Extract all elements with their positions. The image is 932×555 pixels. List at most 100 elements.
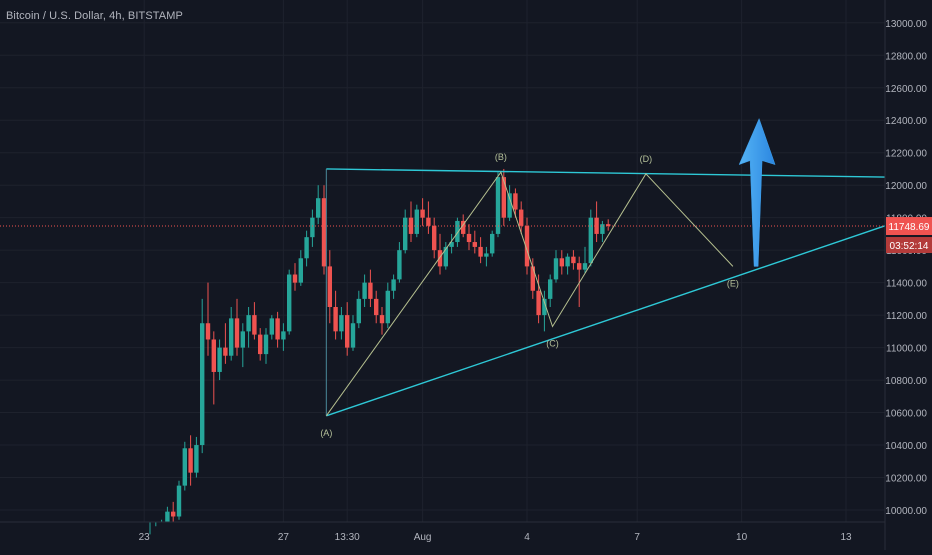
candle-body: [420, 209, 425, 218]
y-tick-label: 13000.00: [885, 19, 927, 30]
x-tick-label: 10: [736, 532, 748, 543]
candle-body: [200, 323, 205, 446]
candle-body: [397, 250, 402, 280]
candle-body: [466, 233, 472, 243]
candle-body: [472, 242, 477, 247]
wave-label: (A): [320, 428, 332, 438]
candle-body: [316, 198, 321, 218]
candle-body: [501, 177, 506, 218]
candle-body: [217, 347, 222, 372]
candle-body: [194, 445, 199, 473]
candle-body: [495, 177, 501, 234]
price-label-bg: [886, 217, 932, 236]
candle-body: [594, 217, 599, 234]
trendline-lower: [326, 225, 886, 417]
candle-body: [478, 246, 483, 257]
y-tick-label: 11000.00: [886, 344, 927, 355]
candle-body: [211, 339, 216, 372]
y-tick-label: 12200.00: [885, 149, 927, 160]
y-tick-label: 11400.00: [886, 279, 927, 290]
price-label-value: 11748.69: [889, 222, 930, 233]
arrow-shape: [738, 117, 776, 267]
y-tick-label: 10400.00: [885, 441, 927, 452]
candle-body: [333, 307, 338, 332]
candle-body: [362, 282, 367, 299]
candle-body: [292, 274, 298, 283]
candle-body: [275, 318, 280, 340]
x-tick-label: 13:30: [335, 532, 360, 543]
wave-path: [325, 171, 734, 417]
candle-body: [559, 258, 564, 267]
y-tick-label: 12000.00: [885, 181, 927, 192]
x-tick-label: 4: [524, 532, 530, 543]
wave-pattern: (A) (B) (C) (D) (E): [320, 152, 739, 438]
trendline-upper: [326, 168, 886, 178]
candle-body: [606, 224, 611, 227]
candle-body: [327, 266, 332, 307]
grid: [0, 0, 885, 522]
x-tick-label: 13: [840, 532, 852, 543]
x-tick-label: 7: [634, 532, 640, 543]
wave-label: (C): [546, 338, 559, 348]
candle-body: [391, 279, 396, 291]
wave-label: (E): [727, 278, 739, 288]
candle-body: [449, 242, 454, 247]
candle-body: [553, 258, 559, 280]
candle-body: [304, 237, 309, 259]
candle-body: [182, 448, 187, 486]
candle-body: [246, 315, 251, 332]
x-tick-label: Aug: [414, 532, 432, 543]
candle-body: [437, 250, 443, 267]
candle-body: [513, 193, 518, 210]
candle-body: [281, 331, 286, 340]
candle-body: [519, 209, 524, 226]
candle-body: [339, 315, 344, 332]
candle-body: [403, 217, 408, 251]
candle-body: [414, 209, 419, 234]
candle-body: [536, 290, 541, 316]
chart-title: Bitcoin / U.S. Dollar, 4h, BITSTAMP: [6, 10, 183, 22]
y-tick-label: 12400.00: [885, 116, 927, 127]
candle-body: [287, 274, 292, 332]
y-tick-label: 12600.00: [885, 84, 927, 95]
candle-body: [223, 347, 228, 356]
candle-body: [263, 334, 269, 355]
candle-body: [443, 246, 448, 267]
y-tick-label: 10600.00: [885, 409, 927, 420]
candle-body: [176, 485, 182, 517]
candle-body: [600, 224, 605, 234]
candle-body: [345, 315, 350, 348]
candle-body: [356, 298, 361, 324]
candle-body: [524, 225, 530, 267]
candle-body: [229, 318, 234, 356]
candle-body: [548, 279, 553, 299]
x-tick-label: 27: [278, 532, 290, 543]
candle-body: [432, 225, 437, 251]
wave-label: (D): [640, 154, 653, 164]
candle-body: [426, 217, 431, 226]
price-labels: 11748.69 03:52:14: [886, 217, 932, 254]
candle-body: [310, 217, 315, 238]
candle-body: [252, 315, 257, 335]
y-tick-label: 10000.00: [885, 506, 927, 517]
y-tick-label: 10800.00: [885, 376, 927, 387]
candle-body: [461, 220, 466, 234]
candle-body: [582, 263, 588, 270]
candle-body: [269, 318, 274, 335]
candle-body: [379, 315, 385, 324]
candle-body: [530, 266, 535, 291]
candle-body: [385, 290, 390, 324]
candle-body: [188, 448, 193, 473]
candle-body: [298, 258, 303, 283]
candle-body: [507, 193, 512, 218]
candle-body: [350, 323, 356, 348]
candle-body: [165, 511, 170, 522]
candle-body: [205, 323, 211, 340]
candle-body: [374, 298, 379, 316]
y-tick-label: 11200.00: [886, 311, 927, 322]
candle-body: [571, 256, 576, 264]
